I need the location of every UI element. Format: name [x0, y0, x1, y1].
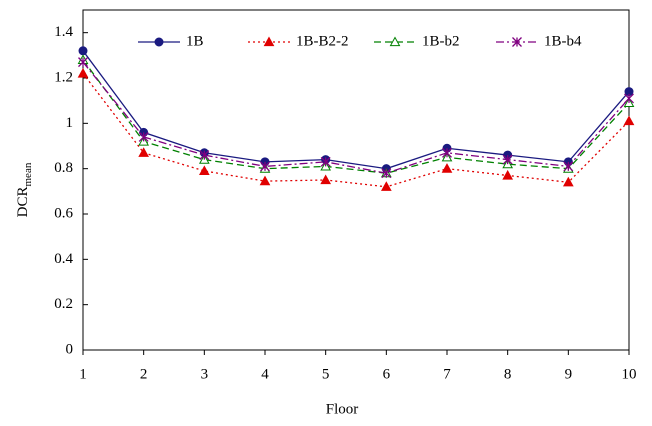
y-axis-label: DCRmean: [15, 162, 33, 217]
x-tick-label: 7: [443, 366, 451, 382]
plot-frame: [82, 9, 630, 351]
marker: [259, 175, 271, 186]
legend-label: 1B: [186, 33, 204, 49]
series-line: [82, 59, 630, 174]
marker: [624, 93, 634, 104]
series-line: [82, 61, 630, 174]
marker: [502, 154, 513, 165]
y-tick-label: 0: [66, 341, 74, 357]
marker: [320, 174, 332, 185]
marker: [623, 115, 635, 126]
marker: [78, 57, 88, 68]
marker: [381, 168, 392, 179]
marker: [320, 156, 331, 167]
x-axis-label: Floor: [326, 401, 359, 417]
y-tick-label: 0.6: [54, 205, 73, 221]
marker: [380, 181, 392, 191]
legend-label: 1B-B2-2: [296, 33, 349, 49]
y-tick-label: 0.8: [54, 160, 73, 176]
x-tick-label: 9: [565, 366, 573, 382]
x-tick-label: 6: [383, 366, 391, 382]
marker: [138, 131, 149, 142]
x-tick-label: 4: [261, 366, 269, 382]
y-tick-label: 0.2: [54, 296, 73, 312]
marker: [260, 161, 270, 172]
marker: [441, 163, 453, 173]
marker: [138, 147, 150, 157]
x-tick-label: 10: [622, 366, 637, 382]
legend-label: 1B-b2: [422, 33, 460, 49]
y-axis-label-subscript: mean: [22, 162, 34, 186]
y-tick-label: 0.4: [54, 251, 73, 267]
marker: [563, 161, 574, 172]
series-line: [82, 73, 630, 188]
x-tick-label: 5: [322, 366, 330, 382]
marker: [77, 67, 89, 78]
y-tick-label: 1.2: [54, 69, 73, 85]
x-tick-label: 2: [140, 366, 148, 382]
y-axis-label-main: DCR: [15, 186, 31, 217]
marker: [198, 165, 210, 176]
series-line: [82, 50, 630, 170]
legend-marker: [154, 37, 164, 47]
legend-marker: [512, 37, 522, 47]
legend-label: 1B-b4: [544, 33, 582, 49]
marker: [442, 147, 452, 158]
marker: [199, 150, 210, 161]
marker: [502, 169, 514, 180]
x-tick-label: 8: [504, 366, 512, 382]
marker: [562, 176, 574, 187]
x-tick-label: 3: [201, 366, 209, 382]
x-tick-label: 1: [79, 366, 87, 382]
legend-marker: [263, 36, 275, 47]
y-tick-label: 1.4: [54, 24, 73, 40]
marker: [78, 46, 88, 56]
legend-marker: [389, 36, 401, 47]
y-tick-label: 1: [66, 115, 74, 131]
